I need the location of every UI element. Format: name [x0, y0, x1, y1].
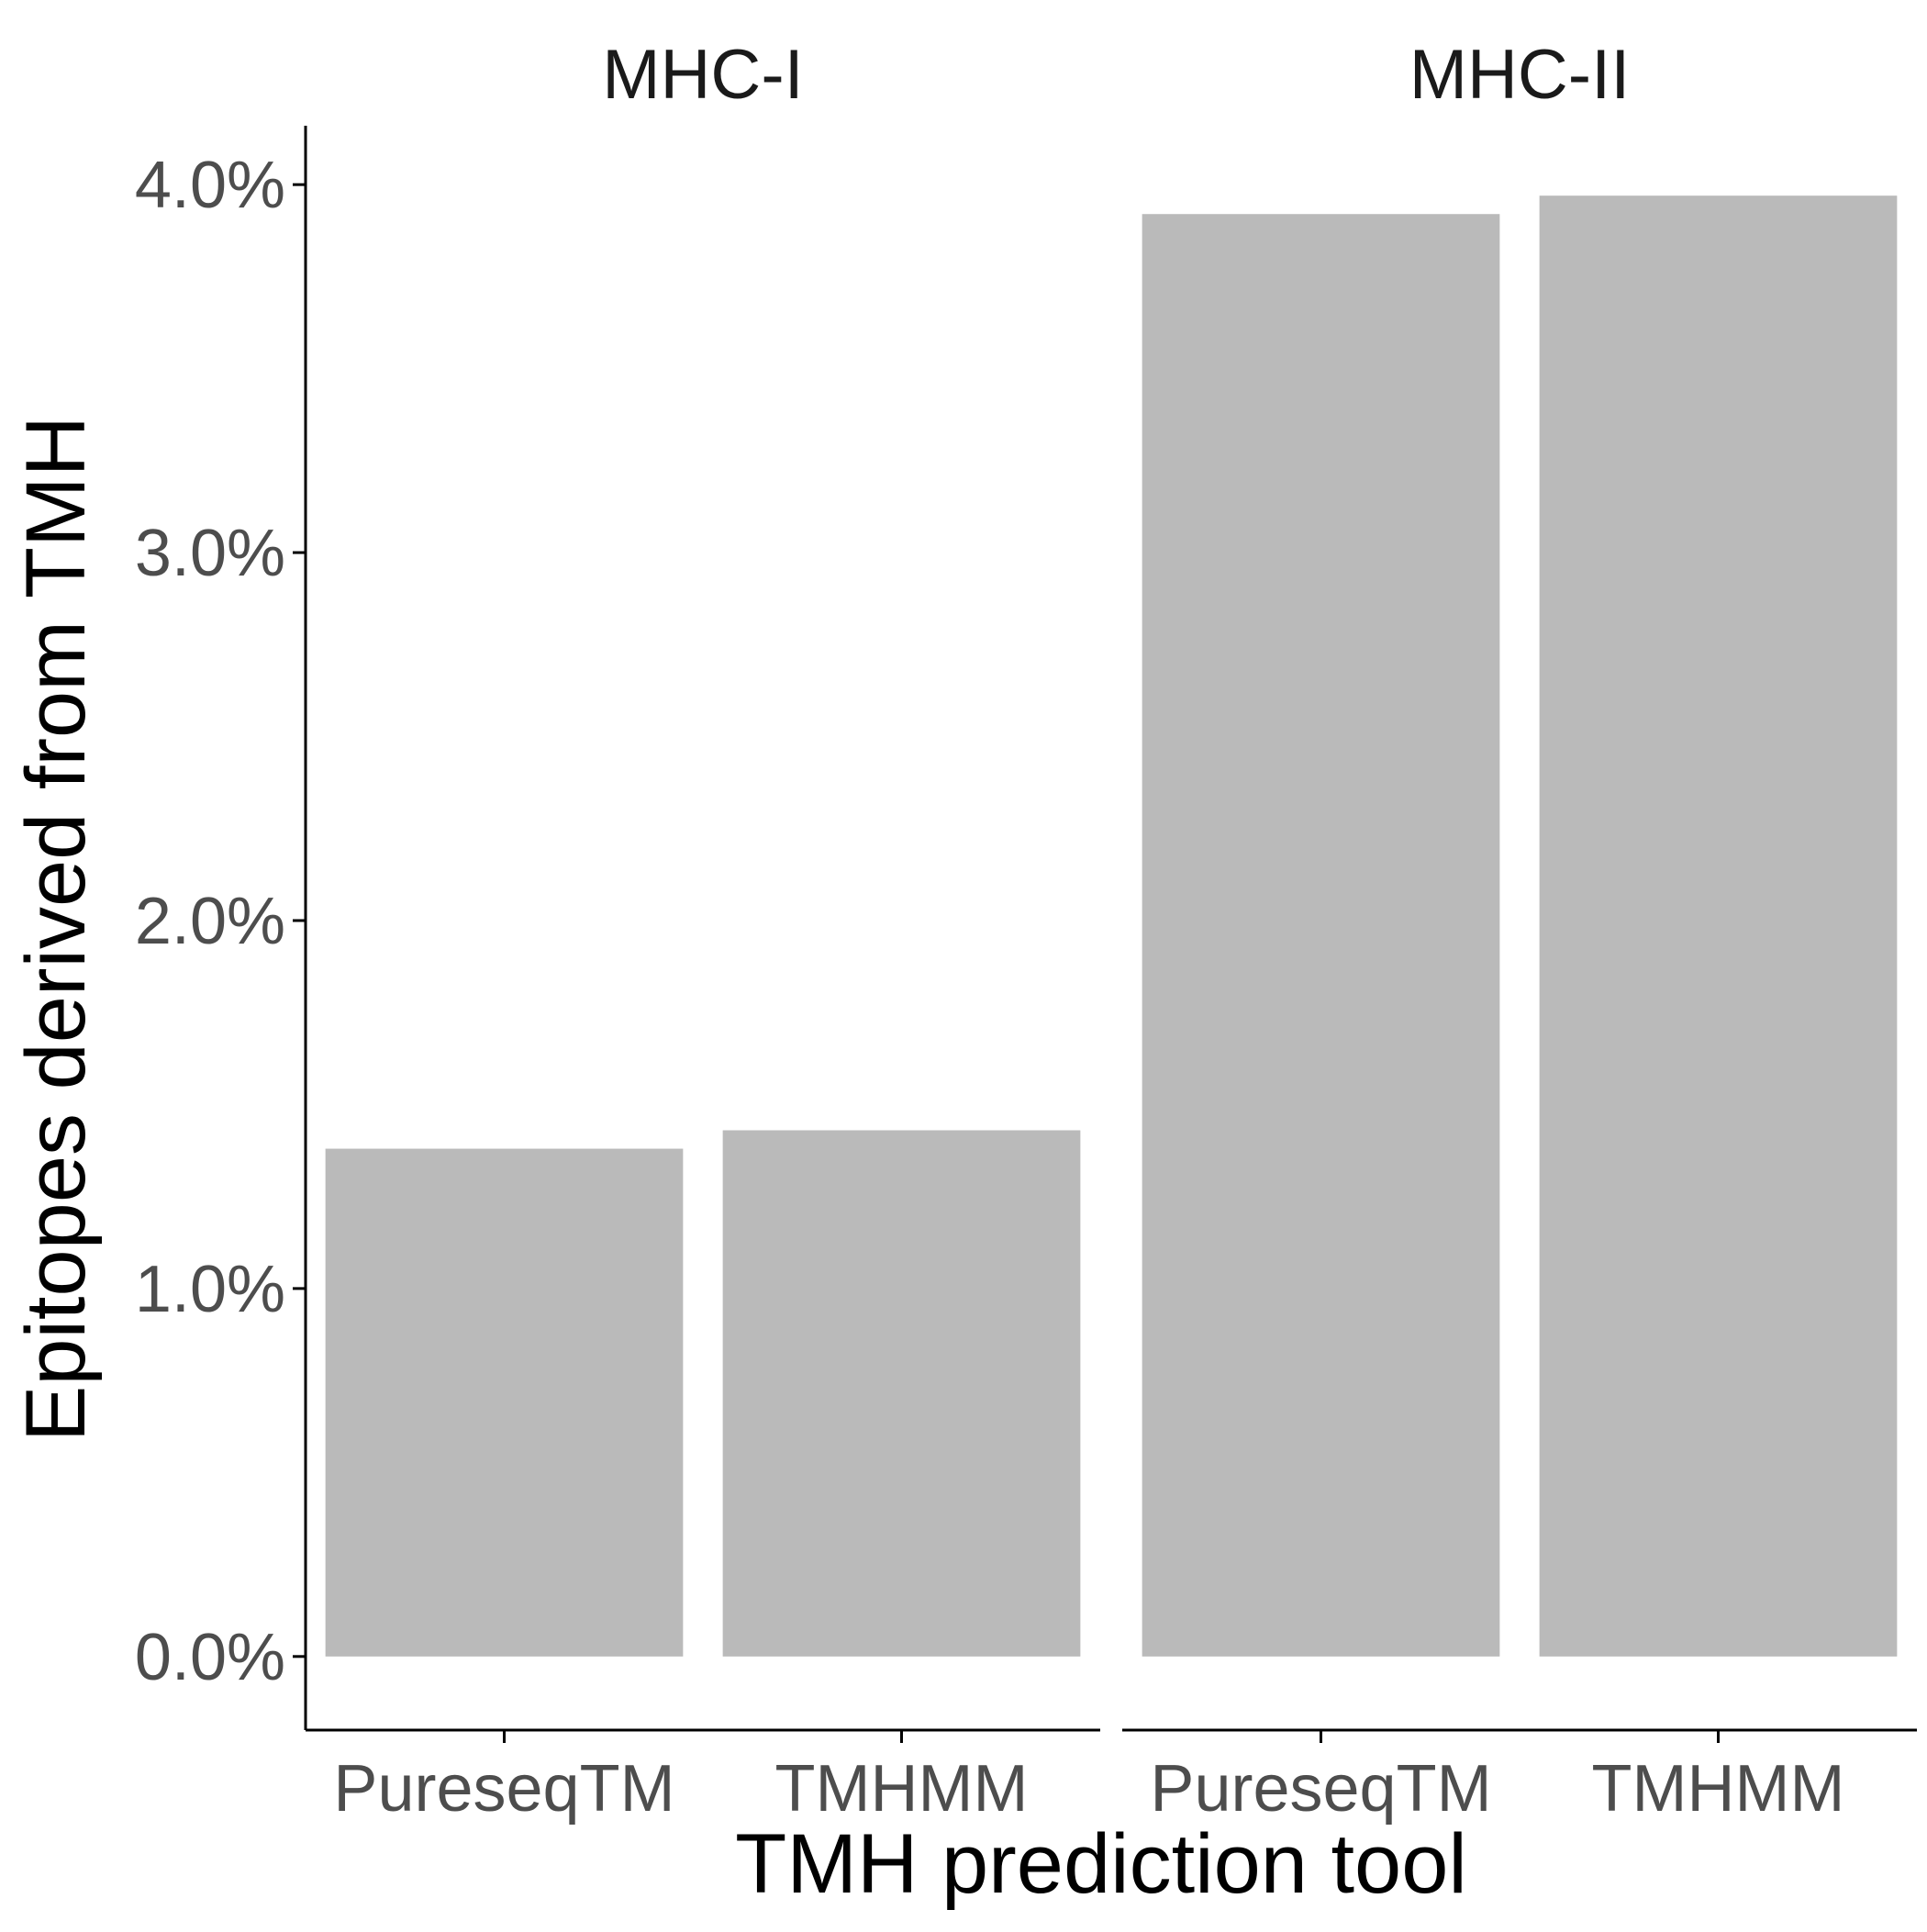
facet-title: MHC-II	[1409, 36, 1631, 114]
facet-title: MHC-I	[602, 36, 804, 114]
y-axis-title: Epitopes derived from TMH	[9, 416, 103, 1442]
y-tick-label: 4.0%	[135, 149, 285, 222]
bar	[1142, 214, 1500, 1657]
axes-layer	[293, 126, 1917, 1743]
y-tick-label: 2.0%	[135, 885, 285, 958]
y-tick-label: 0.0%	[135, 1621, 285, 1694]
bars-layer	[325, 195, 1898, 1657]
x-tick-label: PureseqTM	[1150, 1752, 1491, 1826]
y-tick-label: 3.0%	[135, 517, 285, 590]
y-tick-label: 1.0%	[135, 1253, 285, 1326]
bar	[722, 1130, 1081, 1657]
x-axis-title: TMH prediction tool	[735, 1817, 1467, 1911]
x-tick-label: TMHMM	[775, 1752, 1029, 1826]
bar	[325, 1148, 684, 1657]
x-tick-label: PureseqTM	[333, 1752, 674, 1826]
labels-layer: Epitopes derived from TMH TMH prediction…	[9, 36, 1844, 1911]
x-tick-label: TMHMM	[1592, 1752, 1845, 1826]
bar	[1539, 195, 1898, 1657]
